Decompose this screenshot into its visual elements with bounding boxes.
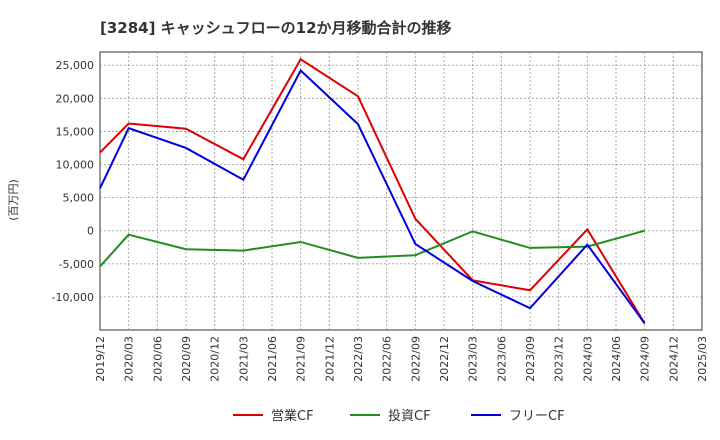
y-tick-label: 10,000 — [56, 159, 95, 172]
x-tick-label: 2022/12 — [438, 336, 451, 382]
x-tick-label: 2020/12 — [209, 336, 222, 382]
x-tick-label: 2020/09 — [180, 336, 193, 382]
legend-label-3: フリーCF — [509, 409, 565, 424]
x-tick-label: 2023/03 — [467, 336, 480, 382]
x-tick-label: 2022/09 — [409, 336, 422, 382]
series-line-2 — [99, 229, 645, 268]
x-tick-label: 2023/09 — [524, 336, 537, 382]
x-tick-label: 2024/03 — [581, 336, 594, 382]
x-tick-label: 2021/09 — [295, 336, 308, 382]
chart-title: [3284] キャッシュフローの12か月移動合計の推移 — [100, 19, 452, 37]
x-tick-label: 2022/06 — [381, 336, 394, 382]
x-tick-label: 2023/12 — [553, 336, 566, 382]
series-line-1 — [99, 57, 646, 324]
x-tick-label: 2022/03 — [352, 336, 365, 382]
y-axis-label: (百万円) — [7, 179, 20, 221]
y-tick-label: 0 — [87, 225, 94, 238]
y-tick-label: -10,000 — [52, 291, 94, 304]
x-tick-label: 2020/06 — [151, 336, 164, 382]
y-tick-label: -5,000 — [59, 258, 94, 271]
x-tick-label: 2025/03 — [696, 336, 709, 382]
legend-label-2: 投資CF — [388, 408, 431, 424]
x-tick-label: 2020/03 — [123, 336, 136, 382]
y-tick-label: 5,000 — [63, 192, 95, 205]
y-tick-label: 25,000 — [56, 59, 95, 72]
series-line-3 — [99, 68, 646, 324]
y-tick-label: 15,000 — [56, 125, 95, 138]
x-tick-label: 2021/12 — [323, 336, 336, 382]
x-tick-label: 2021/03 — [237, 336, 250, 382]
x-tick-label: 2024/09 — [639, 336, 652, 382]
x-tick-label: 2019/12 — [94, 336, 107, 382]
plot-area — [99, 51, 703, 331]
y-tick-label: 20,000 — [56, 92, 95, 105]
x-tick-label: 2023/06 — [495, 336, 508, 382]
x-tick-label: 2021/06 — [266, 336, 279, 382]
x-tick-label: 2024/06 — [610, 336, 623, 382]
x-tick-label: 2024/12 — [667, 336, 680, 382]
legend-label-1: 営業CF — [271, 408, 314, 424]
